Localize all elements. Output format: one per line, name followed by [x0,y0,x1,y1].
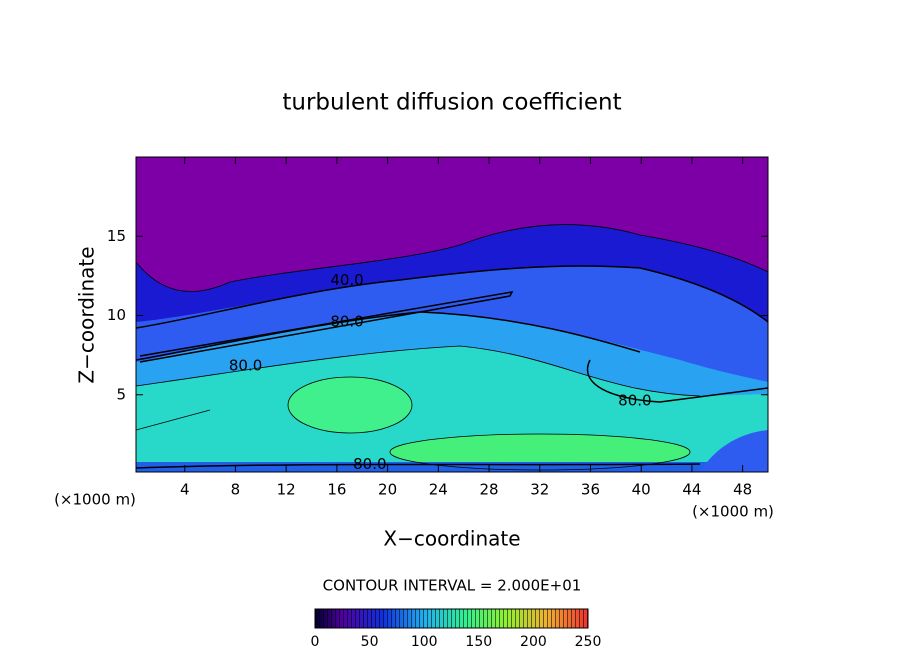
x-axis-label: X−coordinate [383,527,520,551]
x-tick-label: 48 [733,481,752,499]
x-unit-label: (×1000 m) [54,491,136,509]
colorbar-tick-label: 0 [311,634,320,650]
contour-label: 80.0 [229,357,262,375]
x-tick-label: 36 [581,481,600,499]
contour-label: 80.0 [618,392,651,410]
colorbar-tick-label: 100 [411,634,438,650]
contour-interval: CONTOUR INTERVAL = 2.000E+01 [323,577,582,595]
contour-label: 40.0 [330,271,363,289]
x-tick-label: 28 [479,481,498,499]
x-tick-label: 4 [180,481,190,499]
y-axis-label: Z−coordinate [75,246,99,383]
contour-label: 80.0 [353,455,386,473]
contour-field [136,157,768,472]
y-tick-label: 10 [107,306,126,324]
colorbar-tick-label: 250 [575,634,602,650]
x-tick-label: 32 [530,481,549,499]
x-tick-label: 40 [632,481,651,499]
plot-frame [135,156,769,473]
x-tick-label: 44 [682,481,701,499]
x-tick-label: 12 [277,481,296,499]
contour-label: 80.0 [330,312,363,330]
y-tick-label: 5 [116,385,126,403]
x-tick-label: 16 [327,481,346,499]
x-tick-label: 20 [378,481,397,499]
x-tick-label: 24 [429,481,448,499]
colorbar-frame [314,608,589,629]
x-tick-label: 8 [231,481,241,499]
colorbar-tick-label: 50 [361,634,379,650]
y-tick-label: 15 [107,227,126,245]
colorbar-tick-label: 200 [520,634,547,650]
colorbar-tick-label: 150 [465,634,492,650]
chart-title: turbulent diffusion coefficient [282,90,621,116]
x-unit-label: (×1000 m) [692,503,774,521]
